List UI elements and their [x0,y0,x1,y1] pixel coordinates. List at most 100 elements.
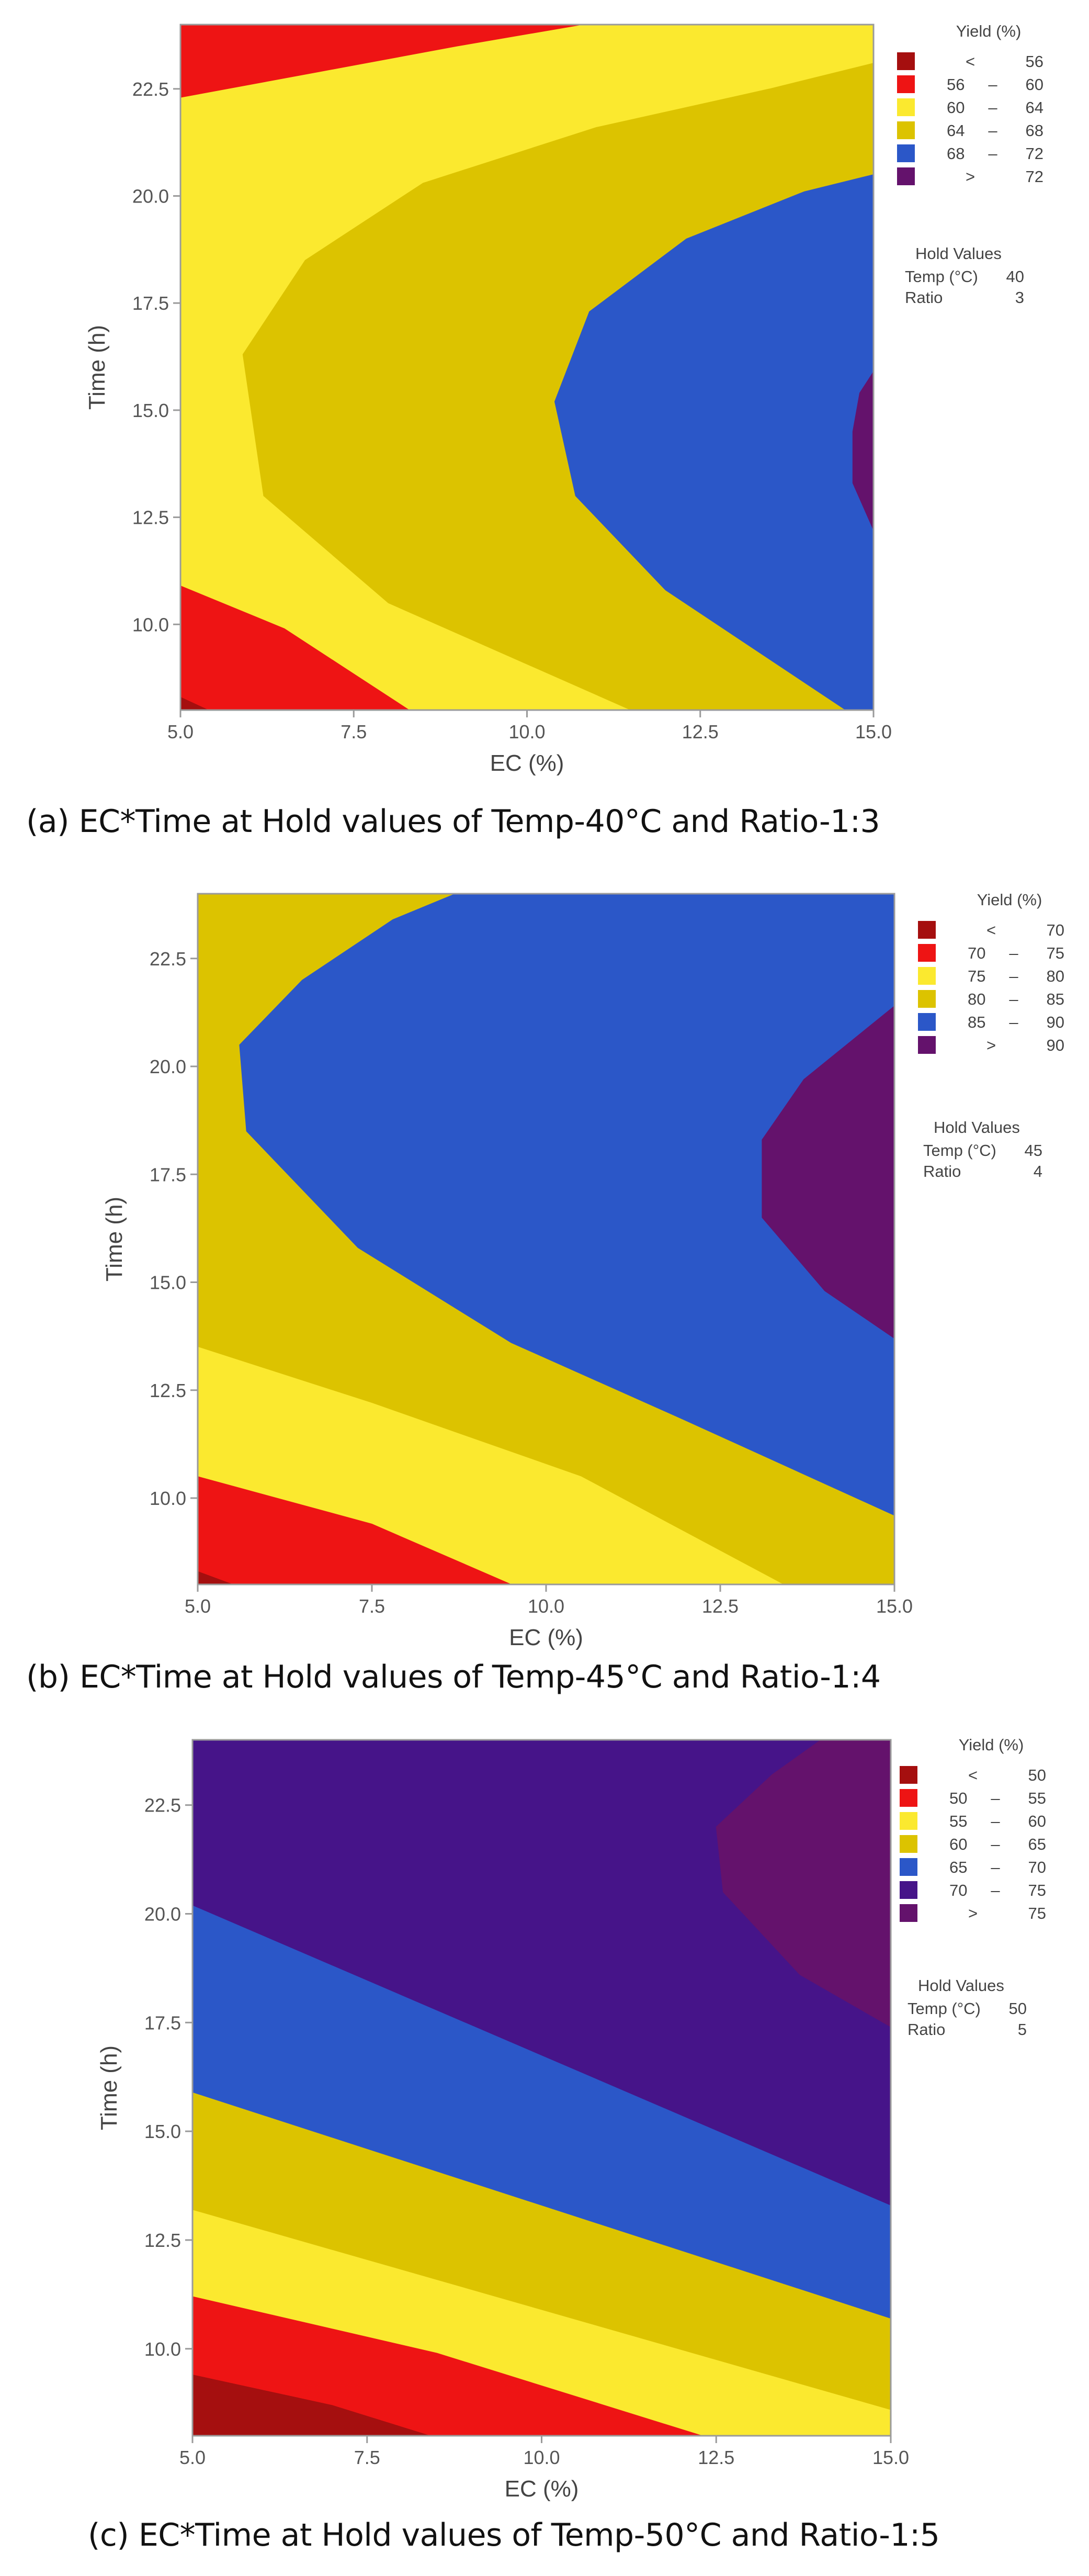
panel-a: 5.0 7.5 10.0 12.5 15.0 10.0 12.5 15.0 17.5 20.0 22… [0,0,1089,858]
y-tick-label: 22.5 [150,948,186,970]
legend-swatch [900,1789,917,1807]
legend-value: 75 [1028,1904,1046,1922]
legend-swatch [918,921,936,939]
legend-swatch [918,1013,936,1031]
legend-high: 55 [1028,1789,1046,1807]
legend-swatch [918,1036,936,1054]
y-tick-label: 15.0 [150,1272,186,1293]
legend-low: 50 [949,1789,967,1807]
y-tick-label: 17.5 [132,293,169,314]
legend-low: 75 [968,967,985,985]
legend-operator: > [986,1036,996,1054]
x-tick-label: 15.0 [872,2447,909,2468]
legend-high: 75 [1028,1881,1046,1899]
x-tick-label: 15.0 [855,721,892,743]
panel-b: 5.0 7.5 10.0 12.5 15.0 10.0 12.5 15.0 17.5 20.0 22… [0,858,1089,1748]
legend-value: 70 [1047,921,1064,939]
legend-swatch [897,75,915,93]
hold-value: 5 [1018,2020,1027,2039]
hold-values-title: Hold Values [918,1976,1004,1995]
y-tick-label: 22.5 [132,78,169,100]
legend-value: 90 [1047,1036,1064,1054]
x-axis-label: EC (%) [509,1625,583,1650]
legend-dash: – [1009,967,1018,985]
legend-low: 55 [949,1812,967,1830]
hold-value: 40 [1006,267,1024,286]
hold-values-title: Hold Values [915,244,1002,263]
x-tick-label: 12.5 [702,1595,739,1617]
legend-low: 65 [949,1858,967,1876]
x-tick-label: 10.0 [508,721,545,743]
legend-high: 72 [1026,144,1043,163]
legend-swatch [900,1766,917,1784]
y-tick-label: 17.5 [150,1164,186,1185]
caption-a: (a) EC*Time at Hold values of Temp-40°C … [26,803,880,840]
x-tick-label: 5.0 [179,2447,206,2468]
legend-high: 65 [1028,1835,1046,1853]
legend-swatch [897,121,915,139]
legend-swatch [900,1858,917,1876]
x-tick-label: 5.0 [185,1595,211,1617]
legend-dash: – [991,1812,1000,1830]
legend-value: 72 [1026,167,1043,186]
legend-title: Yield (%) [959,1736,1024,1754]
legend-low: 70 [949,1881,967,1899]
caption-b: (b) EC*Time at Hold values of Temp-45°C … [26,1659,881,1695]
legend-dash: – [1009,1013,1018,1031]
legend-high: 70 [1028,1858,1046,1876]
contour-plot-c: 5.0 7.5 10.0 12.5 15.0 10.0 12.5 15.0 17.5 20.0 22… [96,1736,1046,2502]
caption-c: (c) EC*Time at Hold values of Temp-50°C … [88,2517,940,2553]
y-axis-label: Time (h) [96,2045,122,2130]
legend-low: 70 [968,944,985,962]
contour-region [554,174,874,711]
legend-swatch [897,144,915,162]
legend-operator: > [968,1904,978,1922]
y-tick-label: 10.0 [150,1488,186,1509]
legend-high: 80 [1047,967,1064,985]
hold-label: Ratio [905,288,943,307]
hold-value: 45 [1025,1141,1042,1160]
legend-low: 64 [947,121,965,140]
legend-dash: – [1009,944,1018,962]
hold-label: Temp (°C) [907,1999,981,2018]
legend-swatch [918,967,936,985]
legend-operator: < [966,52,975,71]
legend-low: 80 [968,990,985,1008]
legend-low: 60 [947,98,965,117]
legend-high: 75 [1047,944,1064,962]
legend-swatch [900,1835,917,1853]
legend-operator: < [968,1766,978,1784]
legend-swatch [900,1904,917,1922]
x-axis-label: EC (%) [505,2476,579,2502]
legend-high: 68 [1026,121,1043,140]
y-tick-label: 15.0 [144,2121,181,2142]
y-tick-label: 10.0 [132,614,169,635]
legend-swatch [918,944,936,962]
legend-dash: – [988,75,997,94]
y-tick-label: 20.0 [132,186,169,207]
legend-swatch [900,1812,917,1830]
legend-high: 90 [1047,1013,1064,1031]
y-tick-label: 20.0 [144,1904,181,1925]
legend-swatch [918,990,936,1008]
legend-dash: – [991,1858,1000,1876]
x-tick-label: 5.0 [167,721,194,743]
legend-value: 50 [1028,1766,1046,1784]
y-tick-label: 12.5 [150,1380,186,1401]
y-tick-label: 22.5 [144,1795,181,1816]
hold-label: Temp (°C) [923,1141,996,1160]
hold-label: Temp (°C) [905,267,978,286]
legend-swatch [900,1881,917,1899]
legend-high: 60 [1028,1812,1046,1830]
legend-swatch [897,98,915,116]
legend-title: Yield (%) [956,22,1022,40]
hold-values-title: Hold Values [934,1118,1020,1137]
legend-high: 85 [1047,990,1064,1008]
x-tick-label: 12.5 [682,721,719,743]
hold-value: 3 [1015,288,1024,307]
contour-plot-a: 5.0 7.5 10.0 12.5 15.0 10.0 12.5 15.0 17.5 20.0 22… [84,22,1043,776]
y-tick-label: 20.0 [150,1056,186,1077]
y-tick-label: 12.5 [132,507,169,528]
legend-dash: – [988,121,997,140]
y-axis-label: Time (h) [84,325,110,410]
